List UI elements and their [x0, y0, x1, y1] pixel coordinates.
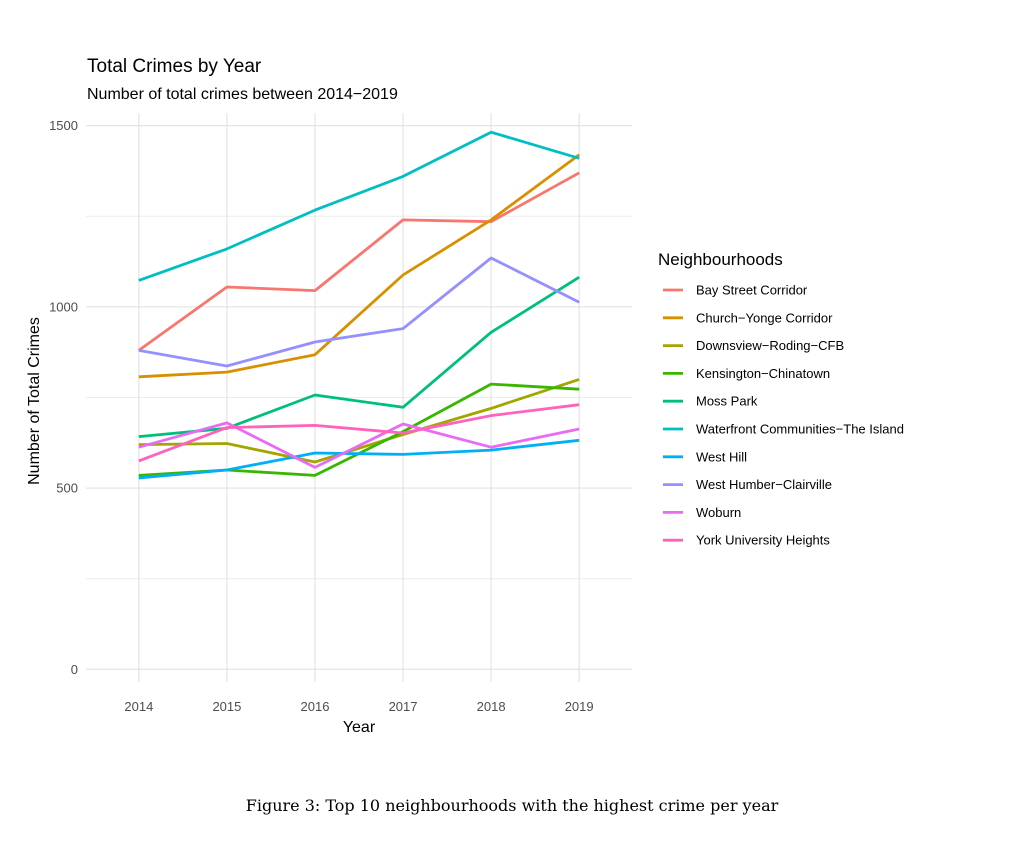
- legend: Bay Street Corridor Church−Yonge Corridor…: [663, 283, 904, 548]
- legend-label: Downsview−Roding−CFB: [696, 338, 844, 353]
- x-axis-title: Year: [343, 719, 376, 736]
- legend-label: Waterfront Communities−The Island: [696, 422, 904, 437]
- legend-label: Kensington−Chinatown: [696, 366, 830, 381]
- x-axis-ticks: 2014 2015 2016 2017 2018 2019: [124, 699, 593, 714]
- legend-title: Neighbourhoods: [658, 250, 783, 269]
- legend-label: Bay Street Corridor: [696, 283, 808, 298]
- legend-label: West Humber−Clairville: [696, 477, 832, 492]
- series-lines: [137, 130, 581, 480]
- y-axis-ticks: 0 500 1000 1500: [49, 118, 78, 677]
- x-tick-label: 2015: [212, 699, 241, 714]
- series-line: [138, 378, 580, 464]
- y-tick-label: 1500: [49, 118, 78, 133]
- y-axis-title: Number of Total Crimes: [26, 317, 43, 485]
- legend-label: West Hill: [696, 449, 747, 464]
- legend-label: Moss Park: [696, 394, 758, 409]
- series-line: [138, 276, 580, 438]
- x-tick-label: 2017: [389, 699, 418, 714]
- x-tick-label: 2019: [565, 699, 594, 714]
- series-line: [138, 256, 580, 368]
- x-tick-label: 2016: [301, 699, 330, 714]
- series-line: [137, 171, 580, 352]
- x-tick-label: 2014: [124, 699, 153, 714]
- x-tick-label: 2018: [477, 699, 506, 714]
- legend-label: Church−Yonge Corridor: [696, 310, 833, 325]
- legend-label: Woburn: [696, 505, 741, 520]
- figure-caption: Figure 3: Top 10 neighbourhoods with the…: [245, 796, 779, 815]
- y-tick-label: 500: [56, 481, 78, 496]
- grid: [86, 113, 632, 682]
- legend-label: York University Heights: [696, 533, 830, 548]
- y-tick-label: 0: [71, 662, 78, 677]
- chart-title: Total Crimes by Year: [87, 56, 262, 77]
- series-line: [138, 130, 580, 282]
- series-line: [138, 421, 580, 469]
- series-line: [138, 153, 581, 379]
- series-line: [138, 438, 580, 480]
- y-tick-label: 1000: [49, 299, 78, 314]
- chart-subtitle: Number of total crimes between 2014−2019: [87, 86, 398, 103]
- series-line: [138, 403, 580, 463]
